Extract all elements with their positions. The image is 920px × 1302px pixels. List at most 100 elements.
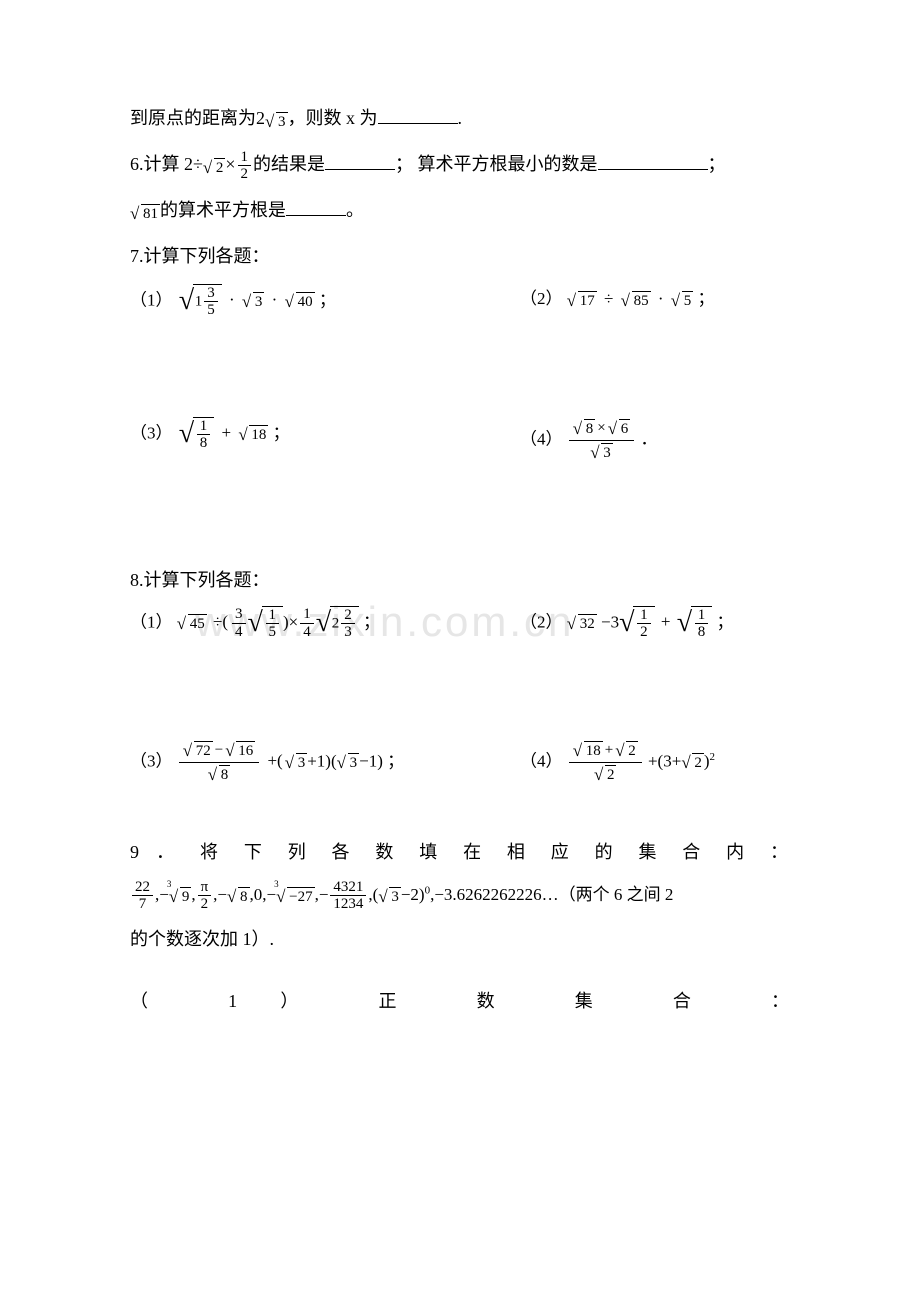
q7-row1: （1） 135 · 3 · 40 ； （2） 17 ÷ 85 · 5 ； bbox=[130, 284, 790, 319]
text: −1) bbox=[359, 751, 383, 770]
sqrt-radicand: 2 bbox=[605, 765, 617, 784]
frac-den: 4 bbox=[300, 624, 314, 641]
text: +1)( bbox=[307, 751, 336, 770]
text: ； bbox=[273, 423, 290, 442]
frac-num: 2 bbox=[341, 607, 355, 625]
q6-line1: 6.计算 2÷2×12的结果是； 算术平方根最小的数是； bbox=[130, 146, 790, 184]
frac-num: 1 bbox=[197, 418, 211, 436]
frac-den: 5 bbox=[266, 624, 280, 641]
text: ； bbox=[363, 612, 380, 631]
text: + bbox=[605, 742, 613, 758]
frac-num: 3 bbox=[204, 285, 218, 303]
fill-blank bbox=[598, 151, 708, 170]
sqrt-radicand: 3 bbox=[601, 443, 613, 462]
sqrt-radicand: 3 bbox=[276, 112, 288, 131]
q9-set1-line: （ 1 ） 正 数 集 合 ： bbox=[130, 983, 790, 1019]
label: （4） bbox=[520, 751, 563, 770]
sqrt-radicand: 2 bbox=[214, 158, 226, 177]
text: 的算术平方根是 bbox=[160, 200, 286, 220]
text: × bbox=[597, 420, 605, 436]
frac-den: 2 bbox=[238, 166, 252, 183]
sqrt-radicand: 45 bbox=[188, 614, 207, 633]
text: ,−3.6262262226… bbox=[430, 885, 559, 904]
frac-den: 8 bbox=[197, 435, 211, 452]
exponent: 2 bbox=[709, 750, 715, 762]
text: +(3+ bbox=[648, 751, 681, 770]
q8-title: 8.计算下列各题： bbox=[130, 562, 790, 598]
sqrt-radicand: 3 bbox=[389, 887, 401, 906]
q8-row1: （1） 45 ÷(3415)×14223 ； （2） 32 −312 + 18 … bbox=[130, 606, 790, 641]
q6-line2: 81的算术平方根是 。 bbox=[130, 192, 790, 230]
text: 2 bbox=[256, 108, 265, 128]
dot: · bbox=[272, 290, 278, 309]
frac-den: 3 bbox=[341, 624, 355, 641]
fill-blank bbox=[325, 151, 395, 170]
frac-num: 1 bbox=[695, 607, 709, 625]
frac-den: 1234 bbox=[330, 896, 366, 913]
frac-num: 4321 bbox=[330, 879, 366, 897]
text: 到原点的距离为 bbox=[130, 108, 256, 128]
frac-den: 4 bbox=[232, 624, 246, 641]
text: −2) bbox=[401, 885, 425, 904]
text: ÷ bbox=[604, 289, 613, 308]
sqrt-radicand: 72 bbox=[194, 741, 213, 760]
q9-line3: 的个数逐次加 1）. bbox=[130, 921, 790, 957]
sqrt-radicand: 18 bbox=[584, 741, 603, 760]
text: ． bbox=[640, 429, 657, 448]
sqrt-radicand: 8 bbox=[584, 419, 596, 438]
label: （3） bbox=[130, 751, 173, 770]
text: ； bbox=[698, 289, 715, 308]
frac-num: 3 bbox=[232, 606, 246, 624]
fill-blank bbox=[286, 197, 346, 216]
cbrt-radicand: 9 bbox=[180, 887, 192, 906]
text: ； bbox=[319, 290, 336, 309]
text: . bbox=[458, 108, 463, 128]
q7-title: 7.计算下列各题： bbox=[130, 238, 790, 274]
label: （3） bbox=[130, 423, 173, 442]
text: 。 bbox=[346, 200, 364, 220]
frac-num: 1 bbox=[300, 606, 314, 624]
text: ； 算术平方根最小的数是 bbox=[395, 154, 598, 174]
q7-row2: （3） 18 + 18 ； （4） 8×6 3 ． bbox=[130, 417, 790, 464]
sqrt-radicand: 2 bbox=[692, 753, 704, 772]
frac-num: 1 bbox=[238, 149, 252, 167]
frac-den: 7 bbox=[132, 896, 153, 913]
label: （2） bbox=[520, 289, 563, 308]
sqrt-radicand: 3 bbox=[296, 753, 308, 772]
sqrt-radicand: 32 bbox=[578, 614, 597, 633]
text: （两个 6 之间 2 bbox=[559, 885, 674, 904]
text: × bbox=[225, 154, 235, 174]
text: − bbox=[215, 742, 223, 758]
text: 的结果是 bbox=[253, 154, 325, 174]
dot: · bbox=[658, 289, 664, 308]
text: 6.计算 2÷ bbox=[130, 154, 203, 174]
sqrt-radicand: 17 bbox=[578, 291, 597, 310]
sqrt-radicand: 3 bbox=[348, 753, 360, 772]
mixed-whole: 1 bbox=[195, 293, 203, 309]
dot: · bbox=[229, 290, 235, 309]
sqrt-radicand: 8 bbox=[219, 765, 231, 784]
text: + bbox=[661, 612, 671, 631]
label: （1） bbox=[130, 290, 173, 309]
frac-num: 22 bbox=[132, 879, 153, 897]
cbrt-radicand: −27 bbox=[287, 887, 314, 906]
sqrt-radicand: 8 bbox=[238, 887, 250, 906]
frac-den: 8 bbox=[695, 624, 709, 641]
sqrt-radicand: 18 bbox=[249, 425, 268, 444]
label: （1） bbox=[130, 612, 173, 631]
text: ； bbox=[387, 751, 404, 770]
frac-den: 2 bbox=[637, 624, 651, 641]
text: ； bbox=[716, 612, 733, 631]
text: ； bbox=[708, 154, 726, 174]
text: ，则数 x 为 bbox=[288, 108, 378, 128]
text: + bbox=[222, 423, 232, 442]
frac-num: 1 bbox=[637, 607, 651, 625]
fill-blank bbox=[378, 105, 458, 124]
sqrt-radicand: 85 bbox=[632, 291, 651, 310]
q8-row2: （3） 72−16 8 +(3+1)(3−1) ； （4） 18+2 2 +(3… bbox=[130, 739, 790, 786]
sqrt-radicand: 3 bbox=[253, 292, 265, 311]
sqrt-radicand: 81 bbox=[141, 204, 160, 223]
q9-line2: 227,−9,π2,−8,0,−−27,−43211234,(3−2)0,−3.… bbox=[130, 878, 790, 913]
label: （4） bbox=[520, 429, 563, 448]
q5-tail-line: 到原点的距离为23，则数 x 为. bbox=[130, 100, 790, 138]
